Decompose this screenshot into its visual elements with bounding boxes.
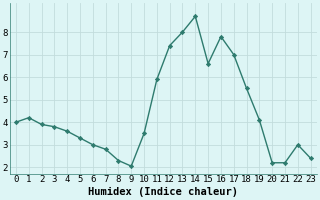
X-axis label: Humidex (Indice chaleur): Humidex (Indice chaleur): [88, 187, 238, 197]
